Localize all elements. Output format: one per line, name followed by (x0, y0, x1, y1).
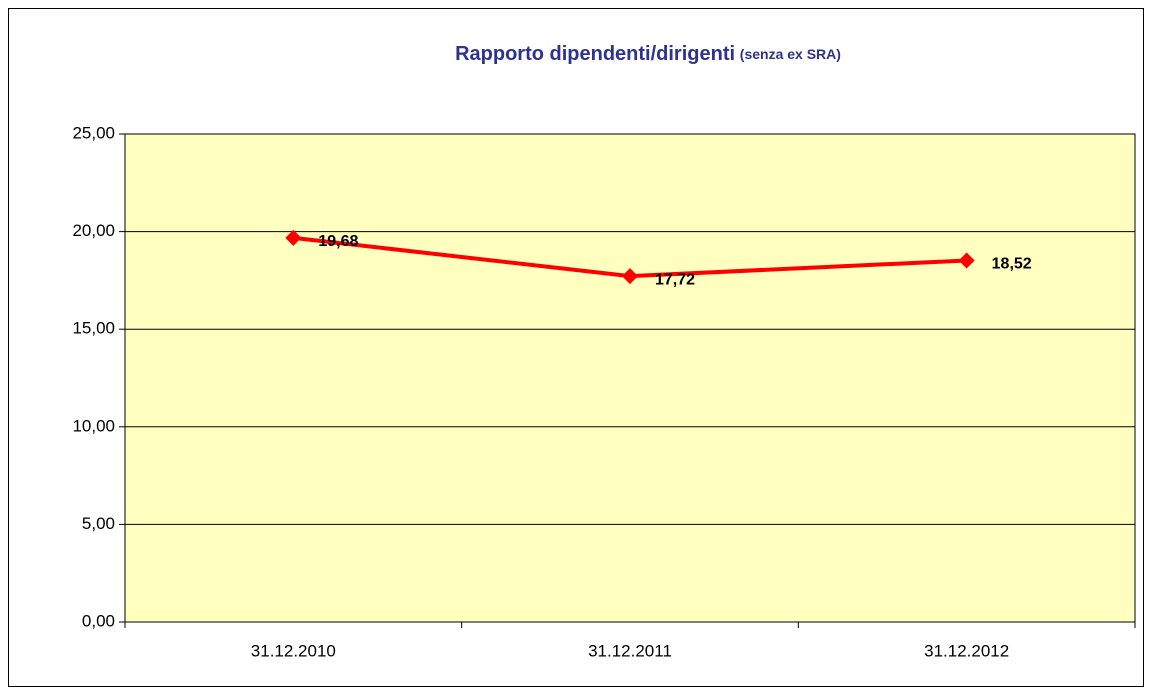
y-tick-label: 25,00 (72, 123, 115, 142)
marker (285, 229, 302, 246)
y-tick-label: 20,00 (72, 221, 115, 240)
data-label: 17,72 (655, 271, 695, 288)
x-tick-label: 31.12.2011 (588, 641, 672, 660)
chart-subtitle: (senza ex SRA) (740, 46, 841, 62)
chart-title-group: Rapporto dipendenti/dirigenti (senza ex … (455, 43, 841, 65)
y-tick-label: 15,00 (72, 319, 115, 338)
marker (622, 268, 638, 285)
data-label: 19,68 (318, 233, 358, 250)
chart-title: Rapporto dipendenti/dirigenti (455, 43, 735, 65)
marker (958, 252, 975, 269)
x-tick-label: 31.12.2012 (924, 641, 1009, 660)
plot-area (124, 133, 1136, 623)
x-tick-label: 31.12.2010 (251, 641, 336, 660)
y-tick-label: 5,00 (82, 514, 115, 533)
data-label: 18,52 (992, 256, 1032, 273)
y-tick-label: 0,00 (82, 611, 115, 630)
y-tick-label: 10,00 (72, 416, 115, 435)
